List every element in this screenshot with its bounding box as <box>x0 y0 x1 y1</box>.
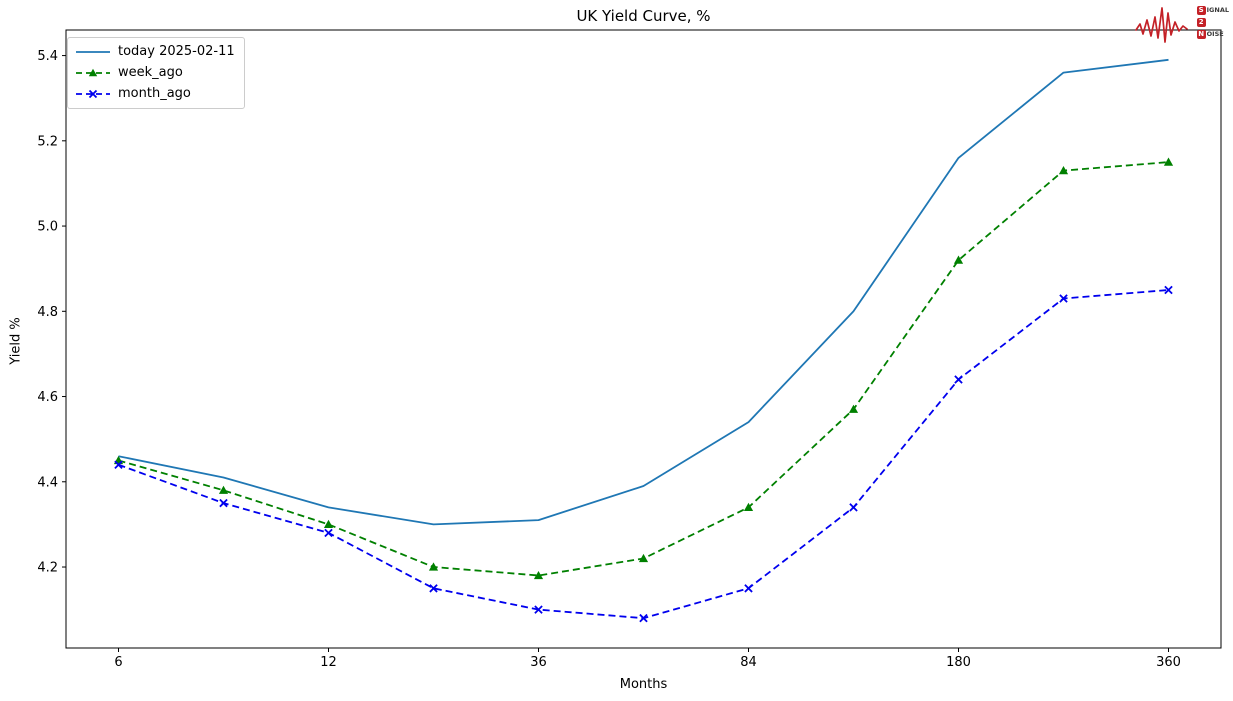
triangle-marker <box>218 485 229 494</box>
series-line-month_ago <box>118 289 1169 620</box>
x-marker <box>954 375 963 384</box>
ecg-heartbeat-icon <box>1135 7 1188 43</box>
legend: today 2025-02-11 week_ago month_ago <box>67 37 245 109</box>
legend-label: week_ago <box>118 65 183 80</box>
x-marker <box>639 613 648 623</box>
legend-label: today 2025-02-11 <box>118 44 235 59</box>
x-marker <box>849 503 858 512</box>
y-tick-label: 4.6 <box>37 390 58 405</box>
y-tick-label: 5.4 <box>37 49 58 64</box>
x-tick-label: 360 <box>1156 655 1181 670</box>
logo-signal2noise: S IGNAL 2 N OISE <box>1135 3 1231 47</box>
x-marker <box>429 584 438 593</box>
x-marker <box>534 605 543 614</box>
logo-initial-badge: S <box>1196 6 1206 15</box>
triangle-marker <box>1058 166 1069 175</box>
x-marker <box>219 498 228 508</box>
x-tick-label: 36 <box>530 655 547 670</box>
x-tick-label: 180 <box>946 655 971 670</box>
triangle-marker <box>848 404 859 413</box>
legend-item-today-2025-02-11: today 2025-02-11 <box>75 43 235 61</box>
y-axis-label: Yield % <box>8 317 24 365</box>
y-tick-label: 4.8 <box>37 305 58 320</box>
triangle-marker <box>323 519 334 528</box>
y-tick-label: 5.2 <box>37 134 58 149</box>
legend-item-month_ago: month_ago <box>75 85 235 103</box>
y-tick-label: 4.2 <box>37 561 58 576</box>
legend-item-week_ago: week_ago <box>75 64 235 82</box>
logo-text-rest: IGNAL <box>1206 6 1229 14</box>
logo-initial-badge: 2 <box>1196 18 1206 27</box>
legend-line-sample <box>76 51 110 53</box>
x-marker <box>1059 294 1068 303</box>
x-marker-icon <box>88 89 98 99</box>
legend-label: month_ago <box>118 86 191 101</box>
x-axis-label: Months <box>619 677 668 692</box>
series-line-week_ago <box>118 161 1169 577</box>
y-tick-label: 5.0 <box>37 220 58 235</box>
x-tick-label: 12 <box>320 655 337 670</box>
triangle-marker <box>428 562 439 571</box>
x-tick-label: 84 <box>740 655 757 670</box>
triangle-marker <box>743 502 754 511</box>
triangle-marker <box>1163 157 1174 166</box>
axes-box <box>65 29 1222 649</box>
logo-text: S IGNAL 2 N OISE <box>1196 6 1229 39</box>
logo-row: S IGNAL <box>1196 6 1229 15</box>
logo-text-rest: OISE <box>1206 30 1224 38</box>
y-tick-label: 4.4 <box>37 475 58 490</box>
x-tick-label: 6 <box>114 655 122 670</box>
logo-row: N OISE <box>1196 30 1224 39</box>
triangle-marker <box>533 570 544 580</box>
x-marker <box>1164 285 1173 295</box>
x-marker <box>324 528 333 538</box>
legend-line-sample <box>76 68 110 77</box>
triangle-marker-icon <box>88 68 98 77</box>
series-line-today-2025-02-11 <box>118 58 1169 526</box>
x-marker <box>114 460 123 469</box>
chart-title: UK Yield Curve, % <box>576 7 711 25</box>
logo-row: 2 <box>1196 18 1206 27</box>
logo-initial-badge: N <box>1196 30 1206 39</box>
legend-line-sample <box>76 89 110 99</box>
triangle-marker <box>638 553 649 563</box>
triangle-marker <box>953 255 964 264</box>
x-marker <box>744 584 753 593</box>
